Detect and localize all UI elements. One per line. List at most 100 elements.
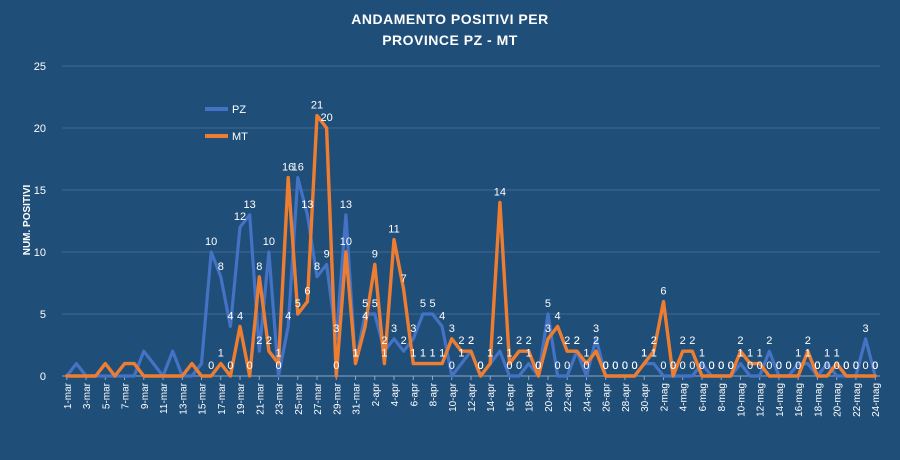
- data-label-MT-25-mar: 5: [295, 298, 301, 310]
- data-label-MT-20-mag: 1: [834, 348, 840, 360]
- legend: PZ MT: [205, 104, 248, 143]
- y-tick-label-25: 25: [34, 61, 46, 73]
- data-label-PZ-6-apr: 3: [410, 323, 416, 335]
- data-label-PZ-15-apr: 2: [497, 335, 503, 347]
- data-label-PZ-8-mag: 0: [718, 360, 724, 372]
- data-label-MT-24-mar: 16: [282, 162, 294, 174]
- data-label-MT-14-mag: 0: [776, 360, 782, 372]
- data-label-PZ-22-mag: 0: [853, 360, 859, 372]
- y-tick-label-15: 15: [34, 185, 46, 197]
- data-label-MT-12-apr: 2: [468, 335, 474, 347]
- x-tick-label-1-mar: 1-mar: [63, 382, 74, 409]
- data-label-PZ-24-apr: 0: [583, 360, 589, 372]
- data-label-MT-27-apr: 0: [612, 360, 618, 372]
- data-label-MT-16-mar: 0: [208, 360, 214, 372]
- data-label-MT-22-mar: 2: [266, 335, 272, 347]
- data-label-PZ-4-mag: 0: [680, 360, 686, 372]
- data-label-MT-16-mag: 0: [795, 360, 801, 372]
- data-label-PZ-12-apr: 2: [468, 335, 474, 347]
- x-tick-label-22-apr: 22-apr: [563, 382, 574, 412]
- data-label-PZ-19-mar: 12: [234, 211, 246, 223]
- data-label-MT-3-mag: 0: [670, 360, 676, 372]
- x-tick-label-6-apr: 6-apr: [409, 382, 420, 406]
- data-label-PZ-6-mag: 1: [699, 348, 705, 360]
- x-tick-label-23-mar: 23-mar: [275, 382, 286, 414]
- data-label-PZ-26-apr: 0: [603, 360, 609, 372]
- x-tick-label-19-mar: 19-mar: [236, 382, 247, 414]
- data-label-PZ-10-apr: 0: [449, 360, 455, 372]
- x-tick-label-20-mag: 20-mag: [833, 383, 844, 417]
- data-label-PZ-24-mar: 4: [285, 310, 291, 322]
- x-tick-label-3-mar: 3-mar: [82, 382, 93, 409]
- data-label-PZ-31-mar: 1: [352, 348, 358, 360]
- data-label-MT-23-mag: 0: [863, 360, 869, 372]
- data-label-PZ-30-apr: 1: [641, 348, 647, 360]
- x-tick-label-17-mar: 17-mar: [217, 382, 228, 414]
- x-tick-label-21-mar: 21-mar: [255, 382, 266, 414]
- series-layer: [65, 113, 877, 378]
- data-label-PZ-4-apr: 3: [391, 323, 397, 335]
- data-label-MT-28-apr: 0: [622, 360, 628, 372]
- data-label-MT-1-apr: 4: [362, 310, 368, 322]
- data-label-MT-7-mag: 0: [709, 360, 715, 372]
- data-label-PZ-2-apr: 5: [372, 298, 378, 310]
- x-tick-label-22-mag: 22-mag: [852, 383, 863, 417]
- data-label-PZ-12-mag: 0: [757, 360, 763, 372]
- data-label-MT-11-apr: 2: [458, 335, 464, 347]
- x-axis-ticks: 1-mar 3-mar 5-mar 7-mar 9-mar 11-mar 13-mar 15-…: [63, 376, 882, 417]
- data-label-PZ-21-mar: 2: [256, 335, 262, 347]
- data-label-MT-5-mag: 2: [689, 335, 695, 347]
- data-label-MT-21-mag: 0: [843, 360, 849, 372]
- x-tick-label-6-mag: 6-mag: [698, 383, 709, 411]
- data-label-MT-22-apr: 2: [564, 335, 570, 347]
- data-label-MT-19-mar: 4: [237, 310, 243, 322]
- data-label-PZ-11-mag: 0: [747, 360, 753, 372]
- y-tick-label-5: 5: [40, 309, 46, 321]
- x-tick-label-14-mag: 14-mag: [775, 383, 786, 417]
- data-label-PZ-1-apr: 5: [362, 298, 368, 310]
- x-tick-label-27-mar: 27-mar: [313, 382, 324, 414]
- data-label-MT-24-apr: 1: [583, 348, 589, 360]
- data-label-MT-30-apr: 1: [641, 348, 647, 360]
- data-label-MT-8-mag: 0: [718, 360, 724, 372]
- x-tick-label-10-apr: 10-apr: [448, 382, 459, 412]
- grid-layer: [62, 65, 880, 377]
- data-label-PZ-3-mag: 0: [670, 360, 676, 372]
- x-tick-label-4-mag: 4-mag: [679, 383, 690, 411]
- data-label-MT-8-apr: 1: [429, 348, 435, 360]
- data-label-PZ-25-mar: 16: [292, 162, 304, 174]
- data-label-PZ-16-mar: 10: [205, 236, 217, 248]
- legend-mt-label: MT: [232, 131, 248, 143]
- data-label-MT-17-mag: 2: [805, 335, 811, 347]
- data-label-MT-6-mag: 0: [699, 360, 705, 372]
- data-label-MT-19-mag: 0: [824, 360, 830, 372]
- x-tick-label-11-mar: 11-mar: [159, 382, 170, 414]
- data-label-PZ-26-mar: 13: [301, 199, 313, 211]
- data-label-MT-7-apr: 1: [420, 348, 426, 360]
- data-label-PZ-23-mar: 0: [275, 360, 281, 372]
- data-label-MT-9-mag: 0: [728, 360, 734, 372]
- x-tick-label-16-apr: 16-apr: [505, 382, 516, 412]
- data-label-PZ-14-apr: 1: [487, 348, 493, 360]
- data-label-MT-30-mar: 10: [340, 236, 352, 248]
- data-label-MT-31-mar: 1: [352, 348, 358, 360]
- data-label-PZ-18-mag: 0: [814, 360, 820, 372]
- x-tick-label-26-apr: 26-apr: [602, 382, 613, 412]
- data-label-PZ-11-apr: 1: [458, 348, 464, 360]
- data-label-MT-18-mag: 0: [814, 360, 820, 372]
- data-label-MT-12-mag: 1: [757, 348, 763, 360]
- y-axis-label: NUM. POSITIVI: [22, 184, 33, 255]
- data-label-PZ-5-mag: 0: [689, 360, 695, 372]
- x-tick-label-5-mar: 5-mar: [101, 382, 112, 409]
- x-tick-label-4-apr: 4-apr: [390, 382, 401, 406]
- x-tick-label-12-apr: 12-apr: [467, 382, 478, 412]
- x-tick-label-25-mar: 25-mar: [294, 382, 305, 414]
- data-label-MT-4-mag: 2: [680, 335, 686, 347]
- data-label-MT-18-mar: 0: [227, 360, 233, 372]
- data-label-PZ-17-mag: 1: [805, 348, 811, 360]
- y-tick-label-0: 0: [40, 371, 46, 383]
- data-label-PZ-5-apr: 2: [401, 335, 407, 347]
- data-label-MT-4-apr: 11: [388, 224, 399, 236]
- x-tick-label-2-apr: 2-apr: [371, 382, 382, 406]
